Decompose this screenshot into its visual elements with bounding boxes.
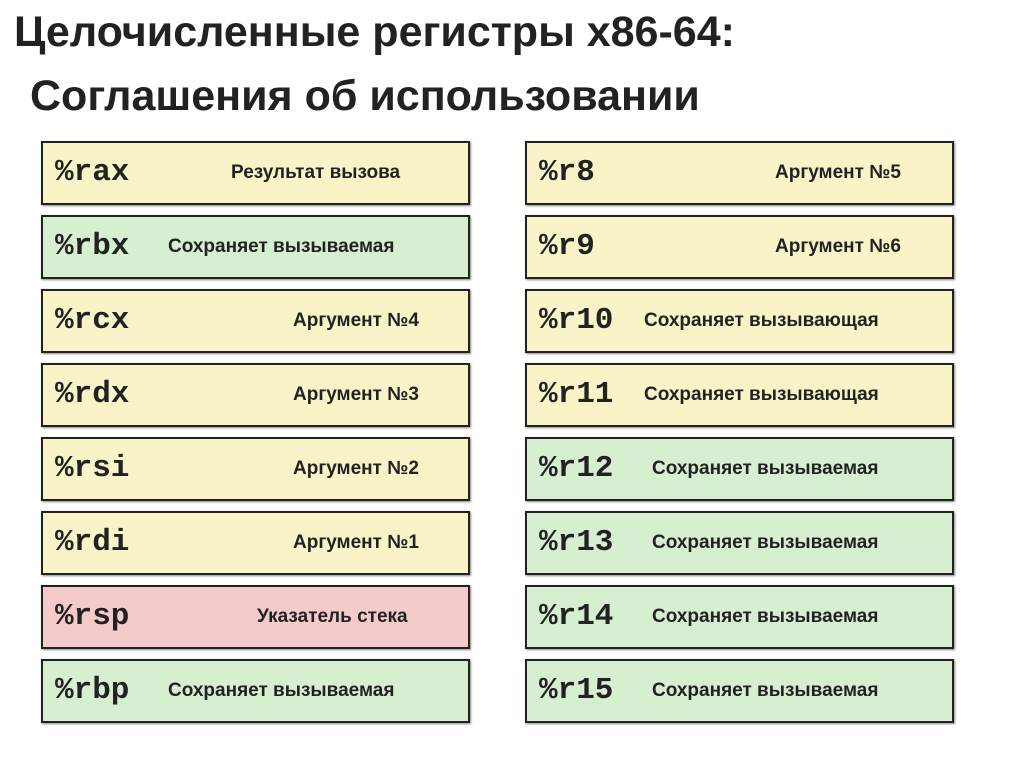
register-name: %rsp [55, 599, 130, 634]
register-usage: Результат вызова [231, 162, 401, 183]
register-usage: Сохраняет вызываемая [168, 236, 395, 257]
register-name: %r10 [539, 303, 614, 338]
register-box: %r11 Сохраняет вызывающая [525, 363, 954, 427]
register-usage: Сохраняет вызываемая [168, 680, 395, 701]
register-box: %r8 Аргумент №5 [525, 141, 954, 205]
register-name: %rbp [55, 673, 130, 708]
register-name: %r11 [539, 377, 614, 412]
register-usage: Сохраняет вызывающая [644, 384, 879, 405]
register-name: %r9 [539, 229, 595, 264]
register-box: %rsp Указатель стека [41, 585, 470, 649]
register-name: %r14 [539, 599, 614, 634]
register-usage: Аргумент №2 [293, 458, 419, 479]
register-name: %rax [55, 155, 130, 190]
register-usage: Аргумент №5 [775, 162, 901, 183]
register-box: %rcx Аргумент №4 [41, 289, 470, 353]
register-box: %r13 Сохраняет вызываемая [525, 511, 954, 575]
register-name: %rdi [55, 525, 130, 560]
register-usage: Сохраняет вызываемая [652, 680, 879, 701]
register-name: %rdx [55, 377, 130, 412]
register-box: %r14 Сохраняет вызываемая [525, 585, 954, 649]
register-name: %r13 [539, 525, 614, 560]
register-usage: Указатель стека [257, 606, 408, 627]
register-usage: Сохраняет вызываемая [652, 532, 879, 553]
register-usage: Аргумент №3 [293, 384, 419, 405]
register-name: %r15 [539, 673, 614, 708]
register-box: %rbx Сохраняет вызываемая [41, 215, 470, 279]
register-name: %rbx [55, 229, 130, 264]
slide-subtitle: Соглашения об использовании [30, 72, 700, 120]
register-box: %rbp Сохраняет вызываемая [41, 659, 470, 723]
register-box: %r12 Сохраняет вызываемая [525, 437, 954, 501]
register-name: %rsi [55, 451, 130, 486]
register-box: %rax Результат вызова [41, 141, 470, 205]
register-usage: Сохраняет вызываемая [652, 458, 879, 479]
register-name: %rcx [55, 303, 130, 338]
register-box: %rdx Аргумент №3 [41, 363, 470, 427]
register-usage: Сохраняет вызывающая [644, 310, 879, 331]
register-box: %r15 Сохраняет вызываемая [525, 659, 954, 723]
register-usage: Аргумент №1 [293, 532, 419, 553]
slide-title: Целочисленные регистры x86-64: [14, 8, 735, 56]
register-usage: Аргумент №6 [775, 236, 901, 257]
register-usage: Аргумент №4 [293, 310, 419, 331]
register-box: %r9 Аргумент №6 [525, 215, 954, 279]
register-name: %r12 [539, 451, 614, 486]
register-box: %rsi Аргумент №2 [41, 437, 470, 501]
register-box: %r10 Сохраняет вызывающая [525, 289, 954, 353]
register-usage: Сохраняет вызываемая [652, 606, 879, 627]
register-name: %r8 [539, 155, 595, 190]
register-box: %rdi Аргумент №1 [41, 511, 470, 575]
